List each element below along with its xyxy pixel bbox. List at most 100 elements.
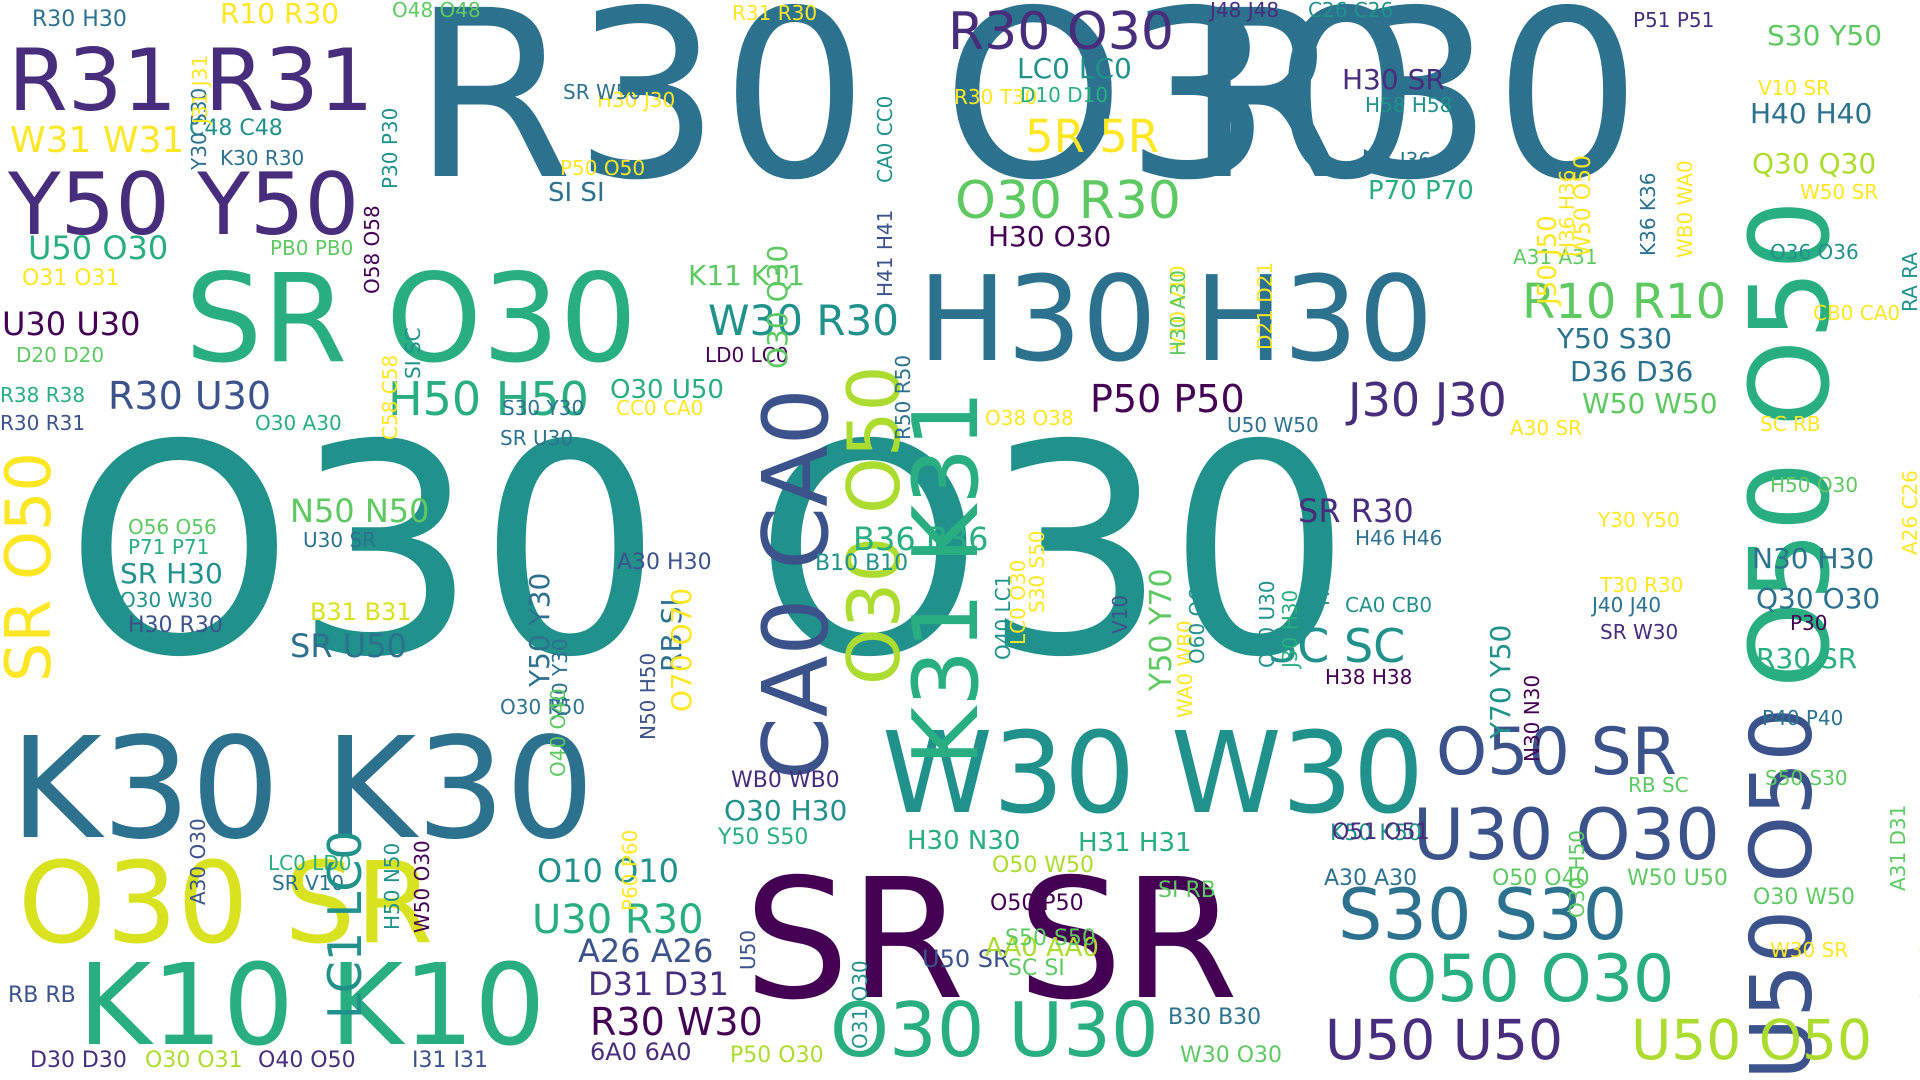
cloud-word: O31 O31 <box>22 266 120 291</box>
cloud-word: S50 S30 <box>1765 766 1848 790</box>
cloud-word: W50 U50 <box>1627 866 1728 891</box>
cloud-word: H41 H41 <box>873 209 897 297</box>
cloud-word: O30 W30 <box>120 588 213 612</box>
cloud-word: P30 <box>1790 611 1828 635</box>
cloud-word: I31 I31 <box>412 1048 488 1073</box>
cloud-word: O30 O31 <box>145 1048 243 1073</box>
cloud-word: WB0 WA0 <box>1673 160 1697 258</box>
cloud-word: K30 R30 <box>220 146 305 170</box>
cloud-word: A31 A31 <box>1513 245 1598 269</box>
cloud-word: H30 J30 <box>597 88 676 112</box>
cloud-word: CA0 CC0 <box>873 95 897 183</box>
cloud-word: R10 R30 <box>220 0 340 30</box>
cloud-word: LC1 LC0 <box>318 830 372 1019</box>
cloud-word: W30 W30 <box>882 709 1425 839</box>
cloud-word: B10 B10 <box>815 551 909 576</box>
cloud-word: O30 Q30 <box>761 244 794 369</box>
cloud-word: H31 H31 <box>1078 828 1192 858</box>
cloud-word: U50 U50 <box>1325 1008 1563 1072</box>
cloud-word: SR O30 <box>185 248 638 390</box>
cloud-word: P60 P60 <box>618 829 642 911</box>
cloud-word: R30 W30 <box>590 1000 763 1044</box>
cloud-word: A30 A30 <box>1324 866 1418 891</box>
cloud-word: N50 N50 <box>290 492 430 530</box>
cloud-word: H30 O30 <box>988 220 1112 253</box>
cloud-word: SR U30 <box>500 426 574 450</box>
cloud-word: CA0 CA0 <box>744 388 849 780</box>
cloud-word: H40 H40 <box>1750 97 1873 130</box>
cloud-word: B31 B31 <box>310 598 412 626</box>
cloud-word: C48 C48 <box>189 116 283 141</box>
cloud-word: SR U50 <box>290 627 407 665</box>
cloud-word: R30 O30 <box>948 2 1174 62</box>
cloud-word: S50 S50 <box>1005 926 1096 951</box>
cloud-word: O51 O51 <box>1332 820 1430 845</box>
cloud-word: R31 R31 <box>8 31 374 131</box>
cloud-word: O48 O48 <box>392 0 481 22</box>
cloud-word: CA0 CB0 <box>1345 593 1433 617</box>
cloud-word: T30 R30 <box>1600 573 1684 597</box>
cloud-word: J48 J48 <box>1210 0 1280 22</box>
cloud-word: 5R 5R <box>1025 110 1160 163</box>
cloud-word: SR H30 <box>120 557 223 590</box>
cloud-word: SC SC <box>1268 619 1406 673</box>
cloud-word: Q30 O30 <box>1756 582 1881 615</box>
cloud-word: SR R30 <box>1298 492 1414 530</box>
cloud-word: S30 S50 <box>1025 530 1049 613</box>
cloud-word: SC SI <box>1008 956 1065 981</box>
cloud-word: Y30 Y50 <box>1598 508 1680 532</box>
cloud-word: C26 C26 <box>1308 0 1394 22</box>
cloud-word: J30 H30 <box>1278 589 1302 668</box>
cloud-word: U50 W50 <box>1227 413 1319 437</box>
cloud-word: D21 D21 <box>1253 261 1277 350</box>
cloud-word: N50 H50 <box>636 652 660 740</box>
cloud-word: D36 D36 <box>1570 355 1694 388</box>
cloud-word: O30 U30 <box>830 986 1159 1074</box>
cloud-word: O58 O58 <box>360 205 384 294</box>
cloud-word: W50 O30 <box>410 840 434 933</box>
cloud-word: R30 SR <box>1756 642 1858 675</box>
cloud-word: P71 P71 <box>128 535 210 559</box>
cloud-word: CC0 CA0 <box>616 396 704 420</box>
cloud-word: WB0 WB0 <box>731 768 840 793</box>
cloud-word: U50 O30 <box>28 229 169 267</box>
cloud-word: P30 P30 <box>378 107 402 189</box>
cloud-word: W31 W31 <box>10 120 185 161</box>
cloud-word: O50 O40 <box>1492 866 1590 891</box>
cloud-word: LC0 LC0 <box>1017 52 1132 85</box>
cloud-word: AA0 AA0 <box>985 933 1099 963</box>
cloud-word: PB0 PB0 <box>270 236 354 260</box>
cloud-word: R30 K30 <box>1310 521 1334 606</box>
cloud-word: N30 H30 <box>1752 542 1875 575</box>
cloud-word: K50 K50 <box>1330 821 1422 846</box>
cloud-word: P70 P70 <box>1368 176 1474 206</box>
cloud-word: U50 <box>736 929 760 970</box>
cloud-word: O30 U50 <box>610 375 724 405</box>
cloud-word: O50 U30 <box>1255 580 1279 668</box>
cloud-word: A30 H30 <box>617 550 712 575</box>
cloud-word: SR W30 <box>1600 620 1679 644</box>
cloud-word: H30 H30 <box>918 250 1434 388</box>
cloud-word: K36 K36 <box>1636 172 1660 257</box>
cloud-word: LC0 LD0 <box>268 851 352 875</box>
cloud-word: O30 O30 <box>65 384 1352 721</box>
cloud-word: K30 K30 <box>10 708 595 871</box>
cloud-word: J31 J31 <box>188 54 212 124</box>
cloud-word: A30 SR <box>1510 416 1583 440</box>
cloud-word: O38 O38 <box>985 406 1074 430</box>
cloud-word: W30 O30 <box>1180 1043 1283 1068</box>
cloud-word: Y50 S50 <box>718 825 809 850</box>
cloud-word: SI SC <box>401 327 425 379</box>
cloud-word: 6A0 6A0 <box>590 1038 692 1066</box>
cloud-word: O40 O40 <box>546 688 570 777</box>
cloud-word: Y50 Y50 <box>8 155 360 255</box>
cloud-word: H30 SR <box>1342 63 1445 96</box>
cloud-word: O60 O60 <box>1185 575 1209 664</box>
cloud-word: R31 R30 <box>732 1 818 25</box>
cloud-word: H38 H38 <box>1325 665 1413 689</box>
cloud-word: O50 O30 <box>1386 942 1675 1017</box>
cloud-word: SR SR <box>744 844 1239 1037</box>
cloud-word: R50 R50 <box>891 354 915 440</box>
cloud-word: K10 K10 <box>78 941 546 1071</box>
cloud-word: O30 SR <box>18 839 434 969</box>
